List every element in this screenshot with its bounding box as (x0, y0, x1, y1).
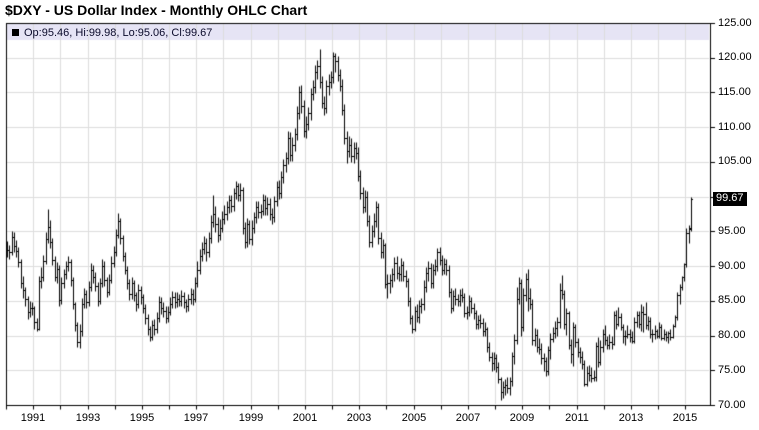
y-axis-label: 110.00 (718, 121, 751, 133)
y-axis-label: 120.00 (718, 51, 752, 63)
y-axis-label: 85.00 (718, 294, 746, 306)
legend-ohlc-values: Op:95.46, Hi:99.98, Lo:95.06, Cl:99.67 (24, 26, 213, 39)
x-axis-label: 2007 (455, 412, 481, 424)
chart-title: $DXY - US Dollar Index - Monthly OHLC Ch… (5, 2, 308, 18)
legend-square-icon (12, 29, 19, 36)
ohlc-legend: Op:95.46, Hi:99.98, Lo:95.06, Cl:99.67 (12, 26, 212, 39)
x-axis-label: 2011 (565, 412, 589, 424)
x-axis-label: 1995 (129, 412, 155, 424)
x-axis-label: 1997 (183, 412, 209, 424)
x-axis-label: 2001 (292, 412, 318, 424)
y-axis-label: 105.00 (718, 155, 752, 167)
y-axis-label: 125.00 (718, 17, 752, 29)
x-axis-label: 2013 (618, 412, 644, 424)
last-price-badge: 99.67 (713, 192, 747, 206)
x-axis-label: 2015 (672, 412, 698, 424)
x-axis-label: 2009 (509, 412, 535, 424)
x-axis-label: 2003 (346, 412, 372, 424)
x-axis-label: 1999 (238, 412, 264, 424)
y-axis-label: 95.00 (718, 225, 746, 237)
y-axis-label: 115.00 (718, 86, 751, 98)
x-axis-label: 1991 (20, 412, 46, 424)
y-axis-label: 80.00 (718, 329, 746, 341)
y-axis-label: 70.00 (718, 399, 746, 411)
y-axis-label: 75.00 (718, 364, 746, 376)
x-axis-label: 1993 (75, 412, 101, 424)
x-axis-label: 2005 (401, 412, 427, 424)
y-axis-label: 90.00 (718, 260, 746, 272)
